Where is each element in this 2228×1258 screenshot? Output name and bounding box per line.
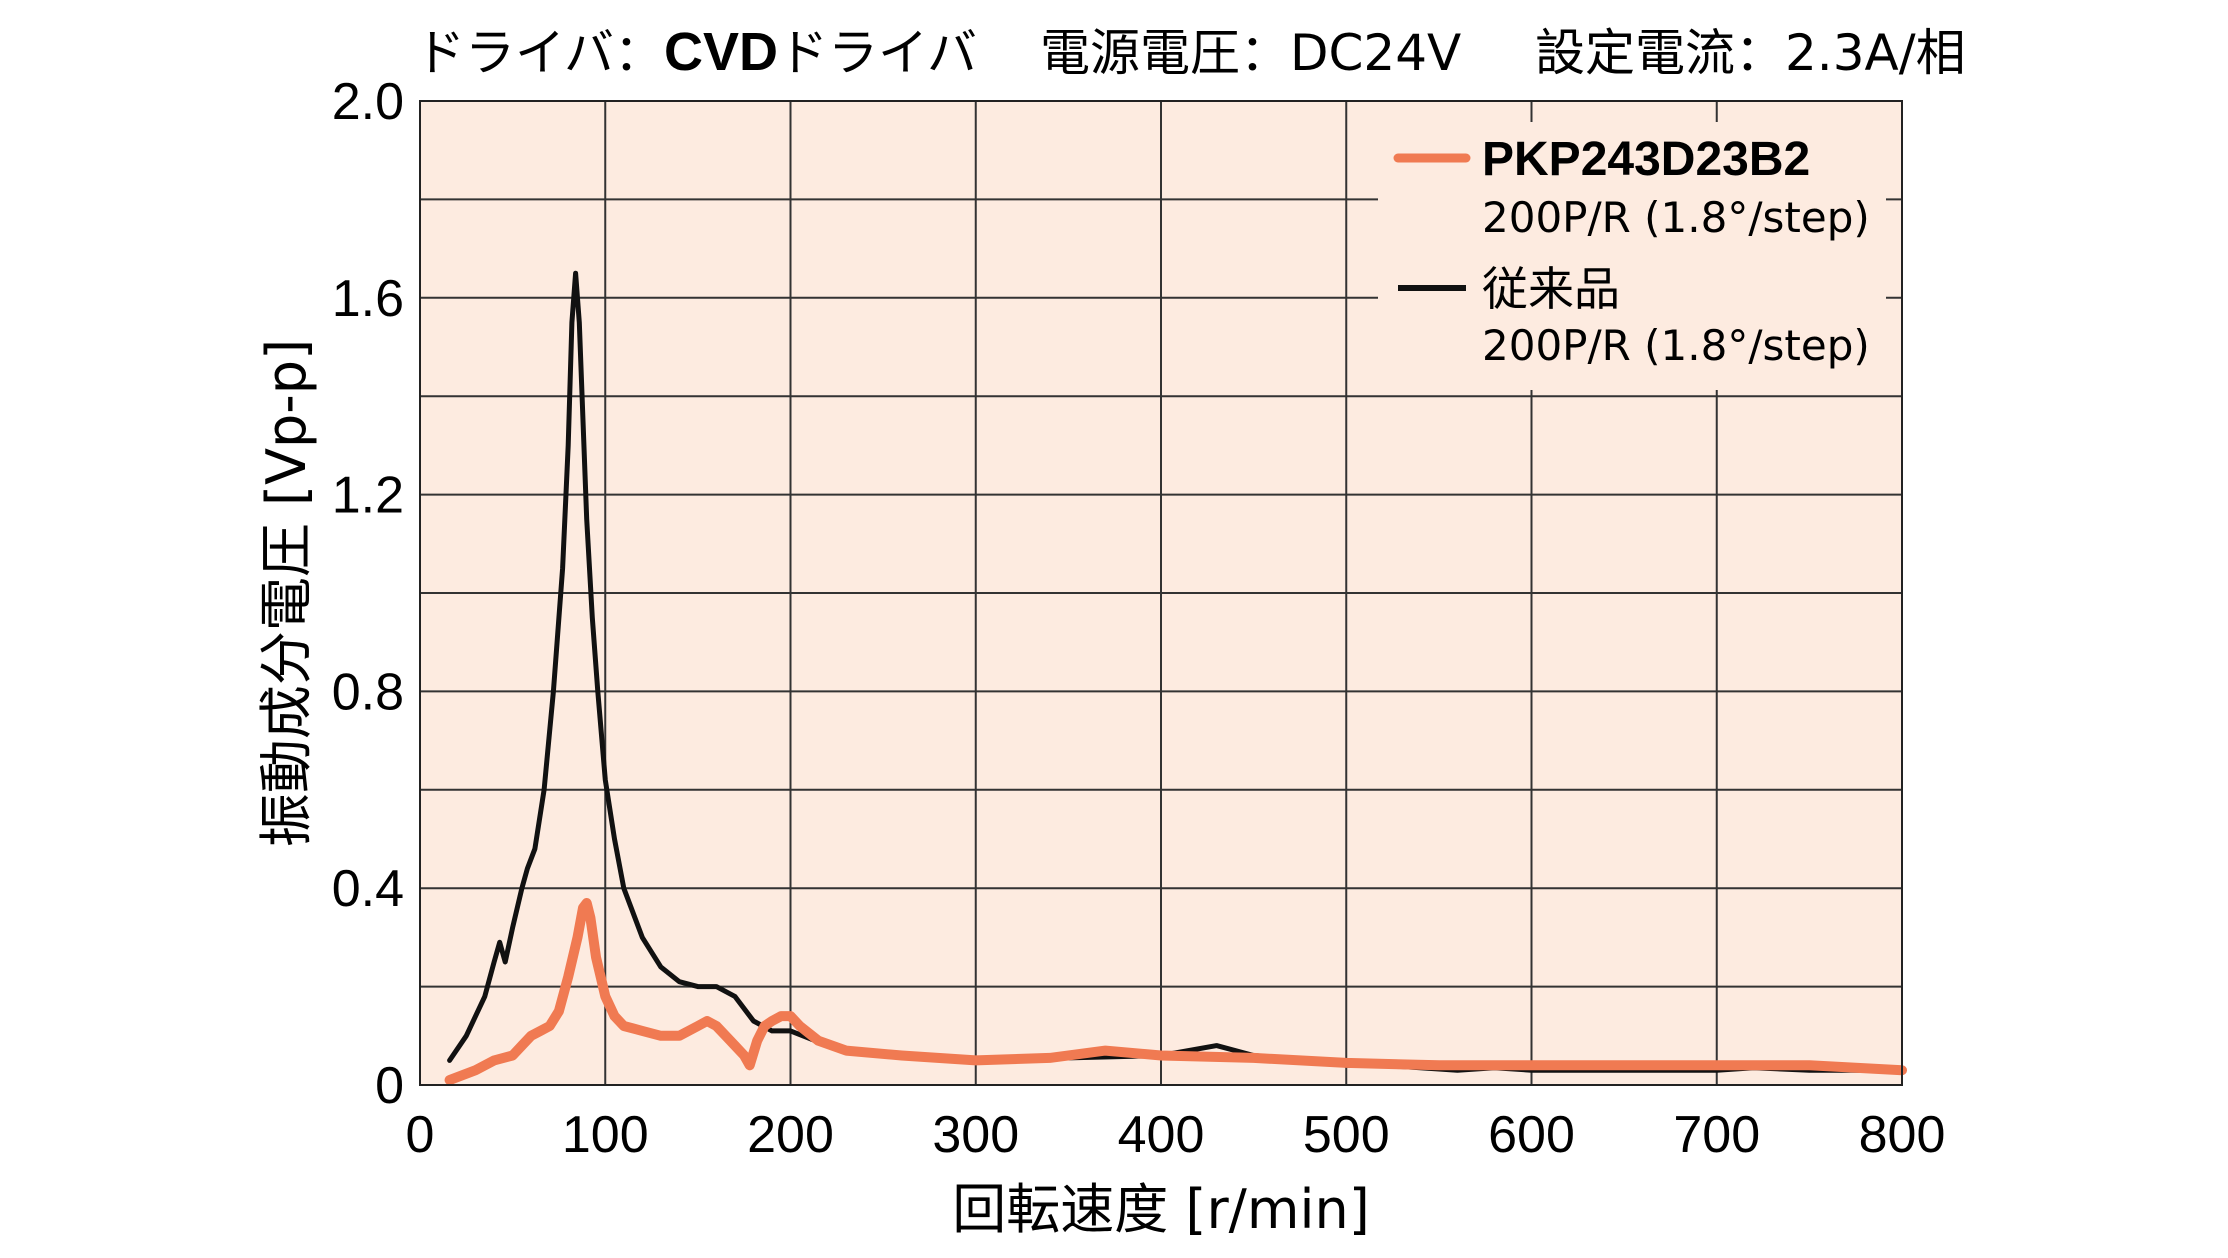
- header-driver-label: ドライバ：: [415, 24, 664, 82]
- y-tick-label: 0.8: [332, 663, 404, 721]
- x-tick-label: 0: [406, 1106, 435, 1164]
- legend-sub-conventional: 200P/R (1.8°/step): [1482, 321, 1870, 370]
- x-tick-label: 400: [1118, 1106, 1205, 1164]
- legend-label-pkp: PKP243D23B2: [1482, 133, 1810, 186]
- x-axis-label: 回転速度 [r/min]: [952, 1178, 1370, 1241]
- x-tick-label: 700: [1673, 1106, 1760, 1164]
- y-axis-label: 振動成分電圧 [Vp-p]: [255, 339, 318, 847]
- x-tick-label: 600: [1488, 1106, 1575, 1164]
- y-tick-label: 1.2: [332, 467, 404, 525]
- plot-frame: [419, 100, 1903, 1086]
- header-driver: ドライバ：CVDドライバ: [415, 22, 977, 82]
- y-tick-label: 0.4: [332, 860, 404, 918]
- legend-box: [1378, 122, 1886, 390]
- legend-sub-pkp: 200P/R (1.8°/step): [1482, 193, 1870, 242]
- series-layer: [444, 270, 1907, 1086]
- header-current: 設定電流：2.3A/相: [1535, 24, 1966, 82]
- legend: PKP243D23B2 200P/R (1.8°/step) 従来品 200P/…: [1378, 122, 1886, 390]
- x-tick-label: 200: [747, 1106, 834, 1164]
- y-tick-label: 0: [375, 1057, 404, 1115]
- x-tick-label: 300: [932, 1106, 1019, 1164]
- x-tick-label: 100: [562, 1106, 649, 1164]
- tick-labels: 0 100 200 300 400 500 600 700 800 0 0.4 0.8 1.2 1.6 2.…: [332, 73, 1946, 1164]
- header-voltage: 電源電圧：DC24V: [1040, 24, 1461, 82]
- y-tick-label: 2.0: [332, 73, 404, 131]
- legend-label-conventional: 従来品: [1482, 262, 1620, 316]
- header-driver-suffix: ドライバ: [778, 24, 977, 82]
- x-tick-label: 500: [1303, 1106, 1390, 1164]
- header-driver-bold: CVD: [664, 22, 778, 82]
- x-tick-label: 800: [1859, 1106, 1946, 1164]
- y-tick-label: 1.6: [332, 270, 404, 328]
- series-line-pkp243d23b2: [444, 898, 1907, 1086]
